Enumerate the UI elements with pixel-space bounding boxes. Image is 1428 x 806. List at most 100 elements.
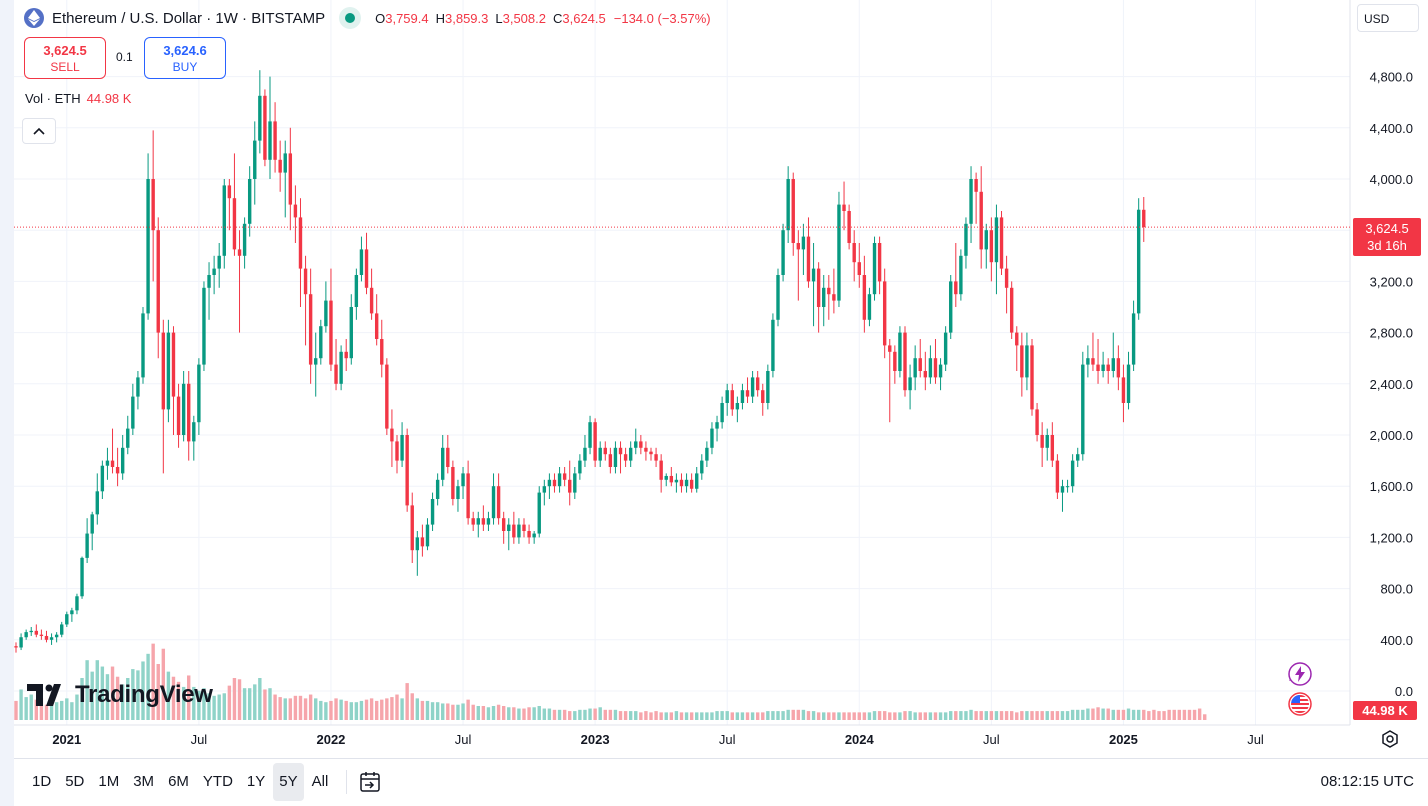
- range-1d[interactable]: 1D: [32, 772, 52, 790]
- range-1y[interactable]: 1Y: [246, 772, 266, 790]
- range-1m[interactable]: 1M: [98, 772, 120, 790]
- volume-bar: [1131, 709, 1136, 720]
- bar-countdown: 3d 16h: [1367, 238, 1407, 253]
- price-axis-tick: 4,000.0: [1370, 172, 1413, 187]
- range-6m[interactable]: 6M: [168, 772, 189, 790]
- volume-bar: [369, 698, 374, 720]
- range-all[interactable]: All: [311, 772, 329, 790]
- price-axis-tick: 1,200.0: [1370, 530, 1413, 545]
- settings-gear-icon[interactable]: [1380, 729, 1400, 749]
- volume-bar: [456, 704, 460, 720]
- volume-bar: [786, 709, 790, 720]
- us-flag-icon[interactable]: [1286, 690, 1314, 718]
- candle-body: [232, 198, 237, 250]
- candle-body: [298, 217, 303, 269]
- buy-label: BUY: [172, 60, 198, 74]
- candle-body: [761, 390, 765, 403]
- volume-bar: [628, 711, 633, 720]
- candle-body: [1086, 358, 1090, 365]
- volume-bar: [639, 712, 643, 720]
- calendar-goto-icon[interactable]: [357, 769, 383, 795]
- volume-bar: [75, 694, 79, 720]
- candle-body: [1035, 409, 1039, 435]
- grid: [14, 0, 1351, 726]
- volume-bar: [943, 712, 948, 720]
- candle-body: [415, 537, 420, 551]
- candle-body: [943, 332, 948, 365]
- volume-bar: [964, 711, 968, 720]
- volume-bar: [1030, 711, 1034, 720]
- candle-body: [634, 441, 638, 448]
- candle-body: [420, 537, 425, 547]
- volume-legend[interactable]: Vol · ETH 44.98 K: [25, 91, 131, 106]
- range-ytd[interactable]: YTD: [202, 772, 233, 790]
- candle-body: [522, 524, 526, 531]
- candle-body: [664, 475, 668, 480]
- candle-body: [928, 358, 933, 378]
- volume-bar: [588, 708, 592, 720]
- candle-body: [949, 281, 953, 333]
- candle-body: [679, 479, 684, 487]
- symbol-title[interactable]: Ethereum / U.S. Dollar · 1W · BITSTAMP: [52, 9, 326, 27]
- candle-body: [557, 473, 562, 487]
- volume-bar: [715, 711, 719, 720]
- candle-body: [669, 475, 674, 483]
- candle-body: [593, 422, 597, 461]
- volume-bar: [730, 712, 734, 720]
- volume-bar: [999, 711, 1004, 720]
- volume-bar: [679, 712, 684, 720]
- volume-bar: [1136, 709, 1141, 720]
- volume-bar: [583, 709, 587, 720]
- candle-body: [674, 479, 679, 483]
- candle-body: [65, 614, 69, 625]
- currency-selector[interactable]: USD: [1357, 4, 1419, 32]
- volume-bar: [324, 702, 328, 720]
- sell-button[interactable]: 3,624.5 SELL: [24, 37, 106, 79]
- candle-body: [156, 230, 160, 333]
- candle-body: [1081, 364, 1085, 455]
- candle-body: [877, 243, 882, 282]
- volume-bar: [1116, 709, 1121, 720]
- flash-icon[interactable]: [1286, 660, 1314, 688]
- candle-body: [222, 185, 226, 256]
- volume-bar: [476, 706, 480, 720]
- volume-bar: [745, 712, 750, 720]
- volume-bar: [1197, 708, 1202, 720]
- volume-bar: [1081, 709, 1085, 720]
- market-status-icon[interactable]: [339, 7, 362, 29]
- volume-bar: [705, 712, 709, 720]
- candle-body: [710, 428, 714, 448]
- candle-body: [923, 371, 928, 378]
- volume-bar: [405, 683, 409, 720]
- candle-body: [395, 441, 399, 461]
- candle-body: [90, 514, 94, 534]
- range-5d[interactable]: 5D: [65, 772, 85, 790]
- time-axis-tick: Jul: [191, 732, 208, 747]
- volume-bar: [938, 712, 943, 720]
- volume-bar: [446, 703, 450, 720]
- tradingview-logo-icon: [27, 684, 61, 706]
- volume-bar: [893, 712, 897, 720]
- candle-body: [766, 371, 770, 403]
- tradingview-logo[interactable]: TradingView: [27, 680, 213, 710]
- collapse-legend-button[interactable]: [22, 118, 56, 144]
- utc-clock[interactable]: 08:12:15 UTC: [1320, 773, 1414, 790]
- buy-button[interactable]: 3,624.6 BUY: [144, 37, 226, 79]
- volume-bar: [649, 712, 653, 720]
- volume-bar: [258, 678, 262, 720]
- candle-body: [1136, 209, 1141, 314]
- candle-body: [913, 358, 917, 378]
- volume-bar: [237, 679, 242, 720]
- range-5y[interactable]: 5Y: [273, 762, 304, 801]
- volume-bar: [263, 689, 267, 720]
- chart-canvas[interactable]: 0.0 400.0 800.0 1,200.0 1,600.0 2,000.0 2,400.…: [0, 0, 1428, 758]
- range-3m[interactable]: 3M: [133, 772, 155, 790]
- volume-bar: [542, 708, 547, 720]
- volume-bar: [466, 699, 470, 720]
- volume-bar: [90, 671, 94, 720]
- volume-bar: [1162, 711, 1166, 720]
- volume-bar: [507, 707, 511, 720]
- volume-bar: [481, 706, 486, 720]
- price-change: −134.0 (−3.57%): [613, 10, 711, 26]
- candle-body: [253, 140, 257, 179]
